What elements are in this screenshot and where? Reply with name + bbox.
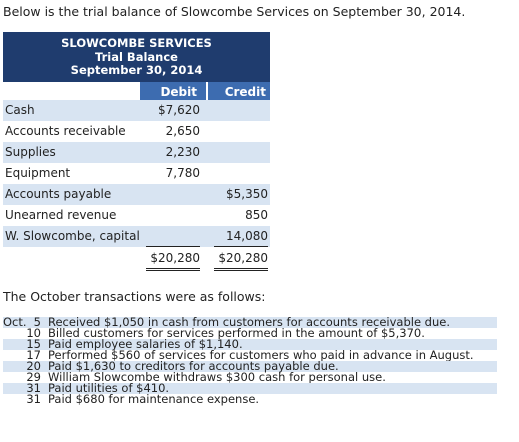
- transaction-day: 29: [26, 370, 41, 384]
- account-name: Unearned revenue: [5, 208, 117, 222]
- transaction-text: Paid employee salaries of $1,140.: [48, 337, 243, 351]
- debit-double-rule: [146, 268, 200, 269]
- credit-double-rule: [214, 270, 268, 271]
- table-row: W. Slowcombe, capital 14,080: [3, 226, 270, 247]
- transaction-row: 31 Paid $680 for maintenance expense.: [3, 392, 497, 406]
- transactions-title: The October transactions were as follows…: [3, 289, 266, 304]
- transaction-row: Oct. 5 Received $1,050 in cash from cust…: [3, 315, 497, 329]
- table-row: Equipment 7,780: [3, 163, 270, 184]
- intro-text: Below is the trial balance of Slowcombe …: [3, 4, 466, 19]
- credit-column-header: Credit: [208, 82, 270, 102]
- credit-value: $5,350: [226, 187, 268, 201]
- transaction-day: 31: [26, 381, 41, 395]
- credit-double-rule: [214, 268, 268, 269]
- credit-value: 850: [245, 208, 268, 222]
- transaction-row: 10 Billed customers for services perform…: [3, 326, 497, 340]
- transaction-row: 20 Paid $1,630 to creditors for accounts…: [3, 359, 497, 373]
- debit-value: 7,780: [165, 166, 200, 180]
- transaction-text: Performed $560 of services for customers…: [48, 348, 474, 362]
- transaction-text: Received $1,050 in cash from customers f…: [48, 315, 451, 329]
- transaction-text: Paid $1,630 to creditors for accounts pa…: [48, 359, 339, 373]
- debit-value: 2,650: [165, 124, 200, 138]
- transaction-row: 31 Paid utilities of $410.: [3, 381, 497, 395]
- account-name: Supplies: [5, 145, 56, 159]
- transaction-text: Paid $680 for maintenance expense.: [48, 392, 260, 406]
- credit-value: 14,080: [226, 229, 268, 243]
- account-name: Cash: [5, 103, 35, 117]
- transaction-row: 15 Paid employee salaries of $1,140.: [3, 337, 497, 351]
- debit-column-header: Debit: [140, 82, 206, 102]
- table-row: Accounts receivable 2,650: [3, 121, 270, 142]
- account-name: W. Slowcombe, capital: [5, 229, 140, 243]
- transaction-row: 29 William Slowcombe withdraws $300 cash…: [3, 370, 497, 384]
- company-name: SLOWCOMBE SERVICES: [61, 36, 212, 50]
- transaction-day: 31: [26, 392, 41, 406]
- transaction-day: 17: [26, 348, 41, 362]
- debit-double-rule: [146, 270, 200, 271]
- transaction-day: 5: [33, 315, 41, 329]
- credit-total: $20,280: [218, 251, 268, 265]
- table-row: Supplies 2,230: [3, 142, 270, 163]
- table-row: Cash $7,620: [3, 100, 270, 121]
- transaction-day: 20: [26, 359, 41, 373]
- account-name: Accounts payable: [5, 187, 112, 201]
- statement-title: Trial Balance: [95, 49, 178, 64]
- transaction-text: William Slowcombe withdraws $300 cash fo…: [48, 370, 386, 384]
- trial-balance-header: SLOWCOMBE SERVICES Trial Balance Septemb…: [3, 32, 270, 82]
- debit-value: $7,620: [158, 103, 200, 117]
- account-name: Equipment: [5, 166, 71, 180]
- debit-sum-rule: [146, 246, 200, 247]
- transaction-day: 10: [26, 326, 41, 340]
- statement-date: September 30, 2014: [70, 63, 203, 77]
- transaction-month: Oct.: [3, 315, 27, 329]
- debit-value: 2,230: [165, 145, 200, 159]
- transaction-row: 17 Performed $560 of services for custom…: [3, 348, 497, 362]
- debit-total: $20,280: [150, 251, 200, 265]
- transaction-day: 15: [26, 337, 41, 351]
- account-name: Accounts receivable: [5, 124, 126, 138]
- table-row: Accounts payable $5,350: [3, 184, 270, 205]
- transaction-text: Paid utilities of $410.: [48, 381, 170, 395]
- transaction-text: Billed customers for services performed …: [48, 326, 425, 340]
- table-row: Unearned revenue 850: [3, 205, 270, 226]
- totals-row: $20,280 $20,280: [3, 248, 270, 269]
- credit-sum-rule: [214, 246, 268, 247]
